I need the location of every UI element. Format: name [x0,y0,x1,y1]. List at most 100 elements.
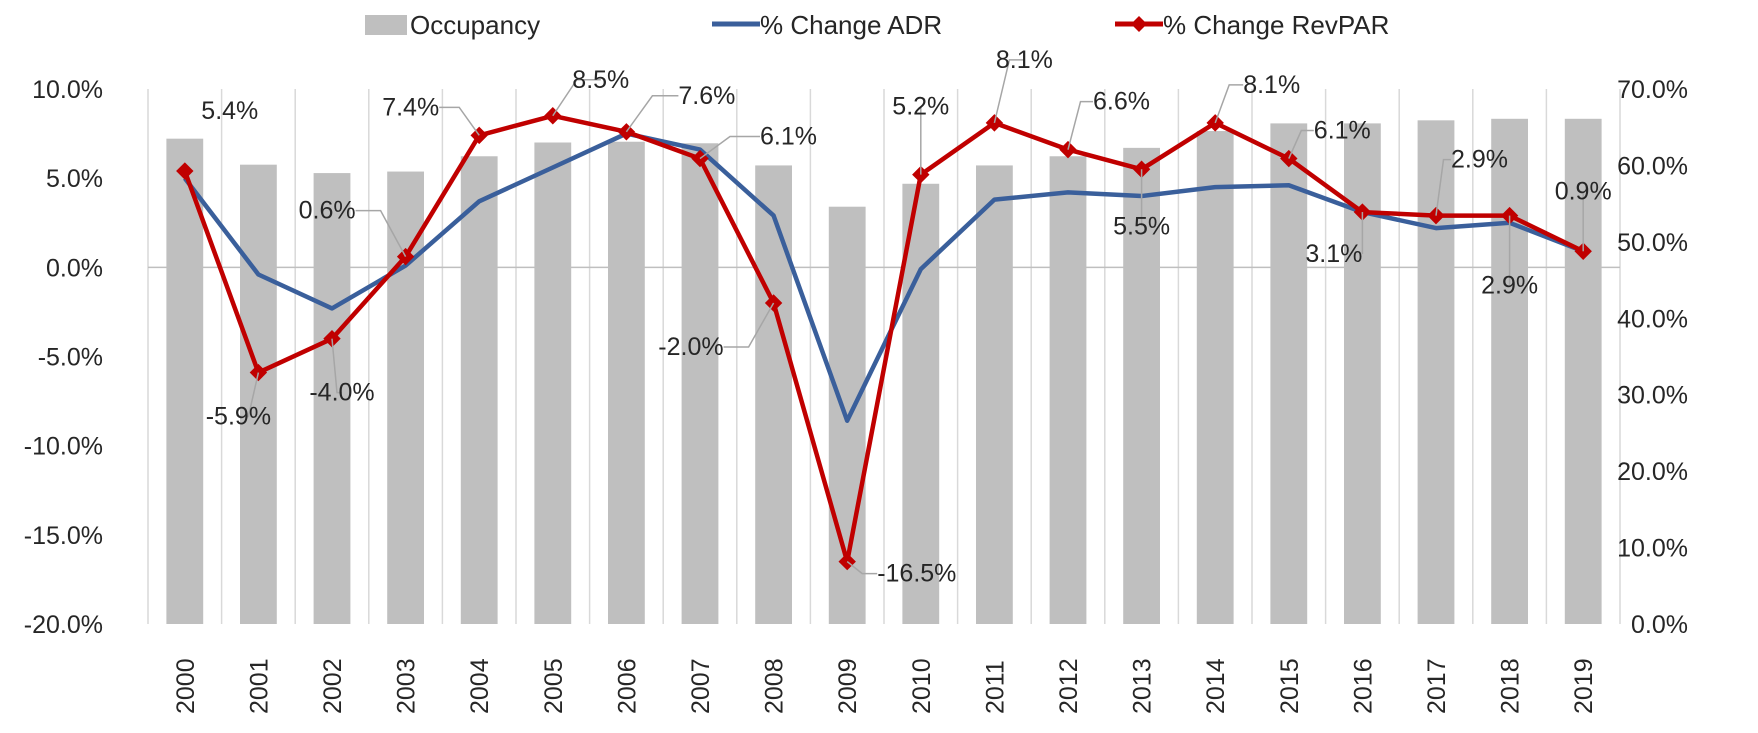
revpar-data-label-2001: -5.9% [206,403,271,431]
revpar-data-label-2017: 2.9% [1451,146,1508,174]
left-axis-tick: 10.0% [32,76,103,104]
x-axis-tick-2010: 2010 [908,658,936,714]
revpar-marker-2000 [176,162,194,180]
occupancy-bar-2002 [313,173,351,625]
revpar-data-label-2000: 5.4% [201,97,258,125]
occupancy-bar-2018 [1491,118,1528,625]
occupancy-bar-2004 [460,156,498,624]
x-axis-tick-2014: 2014 [1202,658,1230,714]
leader-line-2009 [846,560,878,575]
legend-occupancy-swatch [365,15,407,35]
occupancy-bar-2006 [608,141,645,624]
right-axis-tick: 70.0% [1617,76,1688,104]
revpar-line [182,113,1585,564]
x-axis-tick-2009: 2009 [834,658,862,714]
leader-line-2007 [699,135,760,160]
leader-line-2005 [552,79,601,117]
occupancy-bar-2016 [1344,123,1381,625]
revpar-data-label-2007: 6.1% [760,123,817,151]
revpar-data-label-2012: 6.6% [1093,88,1150,116]
revpar-data-label-2014: 8.1% [1243,71,1300,99]
occupancy-bar-2011 [976,165,1013,624]
x-axis: 2000 2001 2002 2003 2004 2005 2006 2007 2008 2009… [172,658,1598,714]
revpar-data-label-2008: -2.0% [658,333,723,361]
x-axis-tick-2001: 2001 [245,658,273,714]
legend-occupancy-label: Occupancy [410,10,540,40]
revpar-data-label-2010: 5.2% [892,93,949,121]
legend-revpar-label: % Change RevPAR [1163,10,1389,40]
right-axis-ticks: 70.0% 60.0% 50.0% 40.0% 30.0% 20.0% 10.0% 0.0% [1617,76,1688,639]
legend-revpar-marker [1131,16,1147,32]
left-axis-tick: -15.0% [24,522,103,550]
x-axis-tick-2011: 2011 [981,660,1009,714]
revpar-data-label-2013: 5.5% [1113,212,1170,240]
x-axis-tick-2005: 2005 [540,658,568,714]
x-axis-tick-2004: 2004 [466,658,494,714]
x-axis-tick-2006: 2006 [613,658,641,714]
right-axis-tick: 40.0% [1617,305,1688,333]
leader-line-2011 [993,59,1025,124]
occupancy-bar-2014 [1196,131,1234,625]
series-lines [182,113,1585,564]
x-axis-tick-2000: 2000 [172,658,200,714]
x-axis-tick-2018: 2018 [1497,658,1525,714]
leader-line-2017 [1435,158,1451,216]
x-axis-tick-2017: 2017 [1423,658,1451,714]
occupancy-bar-2015 [1270,123,1308,625]
x-axis-tick-2002: 2002 [319,658,347,714]
left-axis-tick: 0.0% [46,254,103,282]
label-leader-lines [238,59,1584,575]
revpar-data-label-2016: 3.1% [1305,240,1362,268]
occupancy-bar-2000 [166,138,204,624]
leader-line-2006 [625,95,679,133]
revpar-data-label-2006: 7.6% [678,82,735,110]
occupancy-bar-2017 [1417,120,1455,624]
left-axis-tick: -5.0% [38,344,103,372]
adr-line [183,131,1585,423]
leader-line-2008 [723,302,775,348]
revpar-data-label-2019: 0.9% [1555,177,1612,205]
right-axis-tick: 50.0% [1617,229,1688,257]
occupancy-bar-2007 [681,143,719,624]
x-axis-tick-2016: 2016 [1349,658,1377,714]
right-axis-tick: 20.0% [1617,458,1688,486]
right-axis-tick: 10.0% [1617,535,1688,563]
occupancy-bar-2001 [240,164,277,624]
left-axis-ticks: 10.0% 5.0% 0.0% -5.0% -10.0% -15.0% -20.0% [24,76,103,639]
left-axis-tick: -20.0% [24,611,103,639]
leader-line-2001 [238,372,260,418]
leader-line-2002 [331,338,342,394]
x-axis-tick-2015: 2015 [1276,658,1304,714]
leader-line-2004 [439,106,480,136]
right-axis-tick: 0.0% [1631,611,1688,639]
revpar-data-label-2015: 6.1% [1314,117,1371,145]
vertical-gridlines [147,89,1621,624]
revpar-data-label-2004: 7.4% [382,93,439,121]
revpar-data-label-2011: 8.1% [996,46,1053,74]
revpar-data-label-2005: 8.5% [572,66,629,94]
x-axis-tick-2003: 2003 [393,658,421,714]
right-axis-tick: 60.0% [1617,152,1688,180]
left-axis-tick: -10.0% [24,433,103,461]
leader-line-2015 [1288,129,1314,159]
revpar-data-label-2009: -16.5% [877,560,956,588]
leader-line-2003 [355,209,407,257]
data-labels: 5.4% -5.9% -4.0% 0.6% 7.4% 8.5% 7.6% 6.1% -2.0% -… [201,46,1611,588]
x-axis-tick-2008: 2008 [761,658,789,714]
occupancy-bar-2003 [387,171,424,625]
x-axis-tick-2012: 2012 [1055,658,1083,714]
leader-line-2012 [1067,100,1093,150]
x-axis-tick-2019: 2019 [1570,658,1598,714]
revpar-data-label-2018: 2.9% [1481,272,1538,300]
x-axis-tick-2007: 2007 [687,658,715,714]
revpar-data-label-2002: -4.0% [309,379,374,407]
occupancy-bar-2012 [1049,156,1087,624]
revpar-data-label-2003: 0.6% [299,197,356,225]
legend: Occupancy % Change ADR % Change RevPAR [365,10,1389,40]
leader-line-2014 [1214,84,1244,124]
right-axis-tick: 30.0% [1617,382,1688,410]
occupancy-bar-2013 [1123,147,1160,624]
left-axis-tick: 5.0% [46,165,103,193]
x-axis-tick-2013: 2013 [1129,658,1157,714]
